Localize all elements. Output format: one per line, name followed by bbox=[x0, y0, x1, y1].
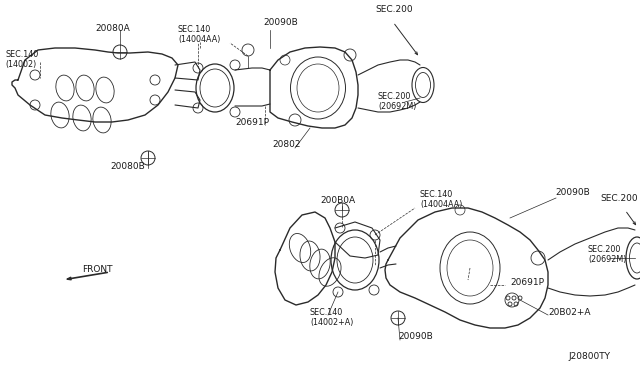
Text: SEC.140: SEC.140 bbox=[420, 190, 453, 199]
Text: (20692M): (20692M) bbox=[588, 255, 627, 264]
Text: (14004AA): (14004AA) bbox=[420, 200, 462, 209]
Text: (20692M): (20692M) bbox=[378, 102, 417, 111]
Text: SEC.200: SEC.200 bbox=[375, 5, 413, 14]
Text: 20B02+A: 20B02+A bbox=[548, 308, 591, 317]
Text: 20090B: 20090B bbox=[398, 332, 433, 341]
Text: SEC.200: SEC.200 bbox=[378, 92, 412, 101]
Text: 20080B: 20080B bbox=[110, 162, 145, 171]
Text: (14002+A): (14002+A) bbox=[310, 318, 353, 327]
Text: 20080A: 20080A bbox=[95, 24, 130, 33]
Text: 20090B: 20090B bbox=[555, 188, 589, 197]
Text: FRONT: FRONT bbox=[82, 265, 113, 274]
Text: SEC.140: SEC.140 bbox=[178, 25, 211, 34]
Text: 20691P: 20691P bbox=[235, 118, 269, 127]
Text: 20090B: 20090B bbox=[263, 18, 298, 27]
Text: 200B0A: 200B0A bbox=[320, 196, 355, 205]
Text: SEC.200: SEC.200 bbox=[600, 194, 637, 203]
Text: J20800TY: J20800TY bbox=[568, 352, 610, 361]
Text: (14002): (14002) bbox=[5, 60, 36, 69]
Text: SEC.140: SEC.140 bbox=[5, 50, 38, 59]
Text: 20691P: 20691P bbox=[510, 278, 544, 287]
Text: SEC.200: SEC.200 bbox=[588, 245, 621, 254]
Text: (14004AA): (14004AA) bbox=[178, 35, 220, 44]
Text: 20802: 20802 bbox=[272, 140, 301, 149]
Text: SEC.140: SEC.140 bbox=[310, 308, 343, 317]
